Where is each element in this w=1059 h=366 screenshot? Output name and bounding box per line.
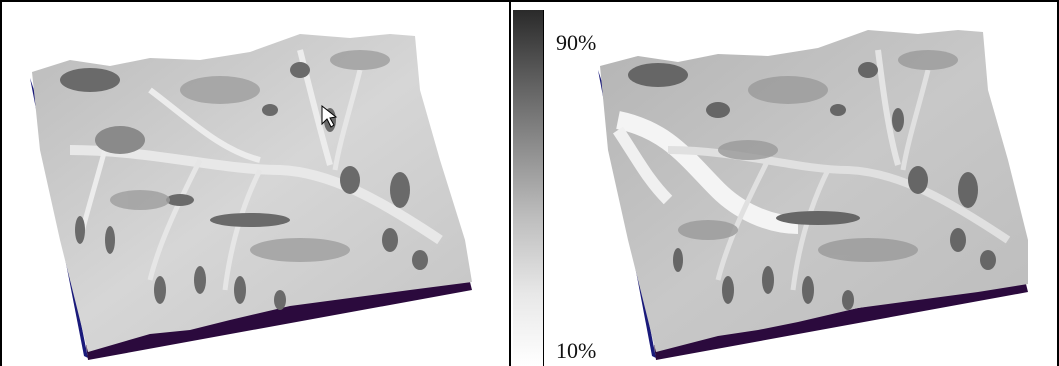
frame-border-left (0, 0, 2, 366)
arrow-cursor-icon (321, 104, 338, 128)
terrain-right (598, 30, 1028, 360)
colorbar-max-label: 90% (556, 30, 597, 55)
terrain-left (30, 34, 472, 360)
terrain-base (654, 284, 1028, 360)
terrain-base (86, 282, 472, 360)
frame-border-right (1057, 0, 1059, 366)
colorbar (513, 10, 544, 366)
panel-divider (509, 0, 511, 366)
colorbar-min-label: 10% (556, 338, 597, 363)
frame-border-top (0, 0, 1059, 2)
